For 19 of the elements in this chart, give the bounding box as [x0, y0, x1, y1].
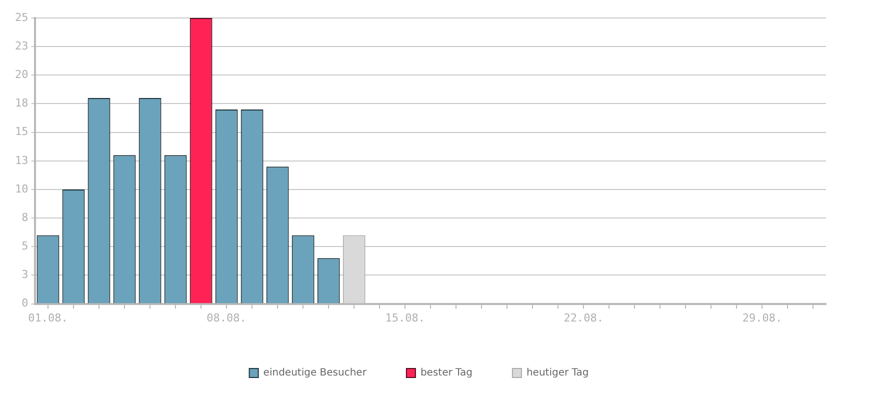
- x-tick-label: 15.08.: [385, 311, 425, 324]
- y-tick-label: 5: [22, 240, 28, 252]
- y-tick-label: 20: [14, 68, 28, 82]
- x-tick-label: 08.08.: [206, 311, 246, 324]
- y-tick-label: 3: [22, 268, 28, 282]
- legend-label: bester Tag: [420, 368, 472, 379]
- x-tick-label: 22.08.: [564, 311, 604, 324]
- legend-label: heutiger Tag: [526, 368, 589, 379]
- x-tick-label: 29.08.: [742, 311, 782, 324]
- x-tick-label: 01.08.: [28, 311, 68, 324]
- y-tick-label: 18: [14, 96, 28, 110]
- y-tick-label: 8: [22, 210, 28, 224]
- y-tick-label: 13: [14, 154, 28, 167]
- legend-label: eindeutige Besucher: [263, 368, 368, 379]
- y-tick-label: 10: [14, 182, 28, 196]
- y-tick-label: 23: [14, 39, 28, 52]
- y-tick-label: 0: [22, 296, 28, 310]
- y-tick-label: 15: [14, 125, 28, 138]
- y-tick-label: 25: [14, 10, 28, 24]
